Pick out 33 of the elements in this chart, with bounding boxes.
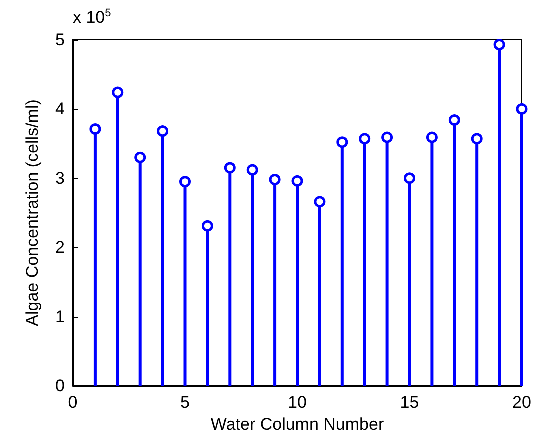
point: [157, 126, 169, 138]
point: [314, 196, 326, 208]
y-tick-label: 1: [56, 307, 65, 326]
point: [494, 39, 506, 51]
point: [224, 162, 236, 174]
point: [336, 136, 348, 148]
point: [471, 133, 483, 145]
point: [448, 114, 460, 126]
point: [246, 164, 258, 176]
point: [90, 124, 102, 136]
y-tick-label: 2: [56, 238, 65, 258]
y-tick-label: 4: [56, 100, 65, 119]
y-tick-label: 5: [56, 30, 65, 50]
point: [180, 176, 191, 188]
x-tick-label: 20: [512, 393, 532, 412]
point: [202, 220, 214, 232]
x-tick-label: 0: [68, 393, 78, 412]
point: [292, 175, 304, 187]
x-axis-title: Water Column Number: [210, 414, 384, 434]
point: [112, 86, 124, 98]
y-axis-title: Algae Concentration (cells/ml): [23, 100, 42, 326]
point: [359, 133, 371, 145]
x-tick-label: 5: [180, 393, 190, 412]
point: [134, 152, 146, 164]
point: [382, 132, 394, 144]
point: [516, 103, 528, 115]
point: [269, 174, 281, 186]
point: [404, 172, 416, 184]
x-tick-label: 10: [288, 393, 307, 412]
x-tick-label: 15: [400, 393, 420, 412]
y-tick-label: 3: [56, 168, 65, 188]
y-tick-label: 0: [56, 376, 65, 396]
point: [426, 132, 438, 144]
